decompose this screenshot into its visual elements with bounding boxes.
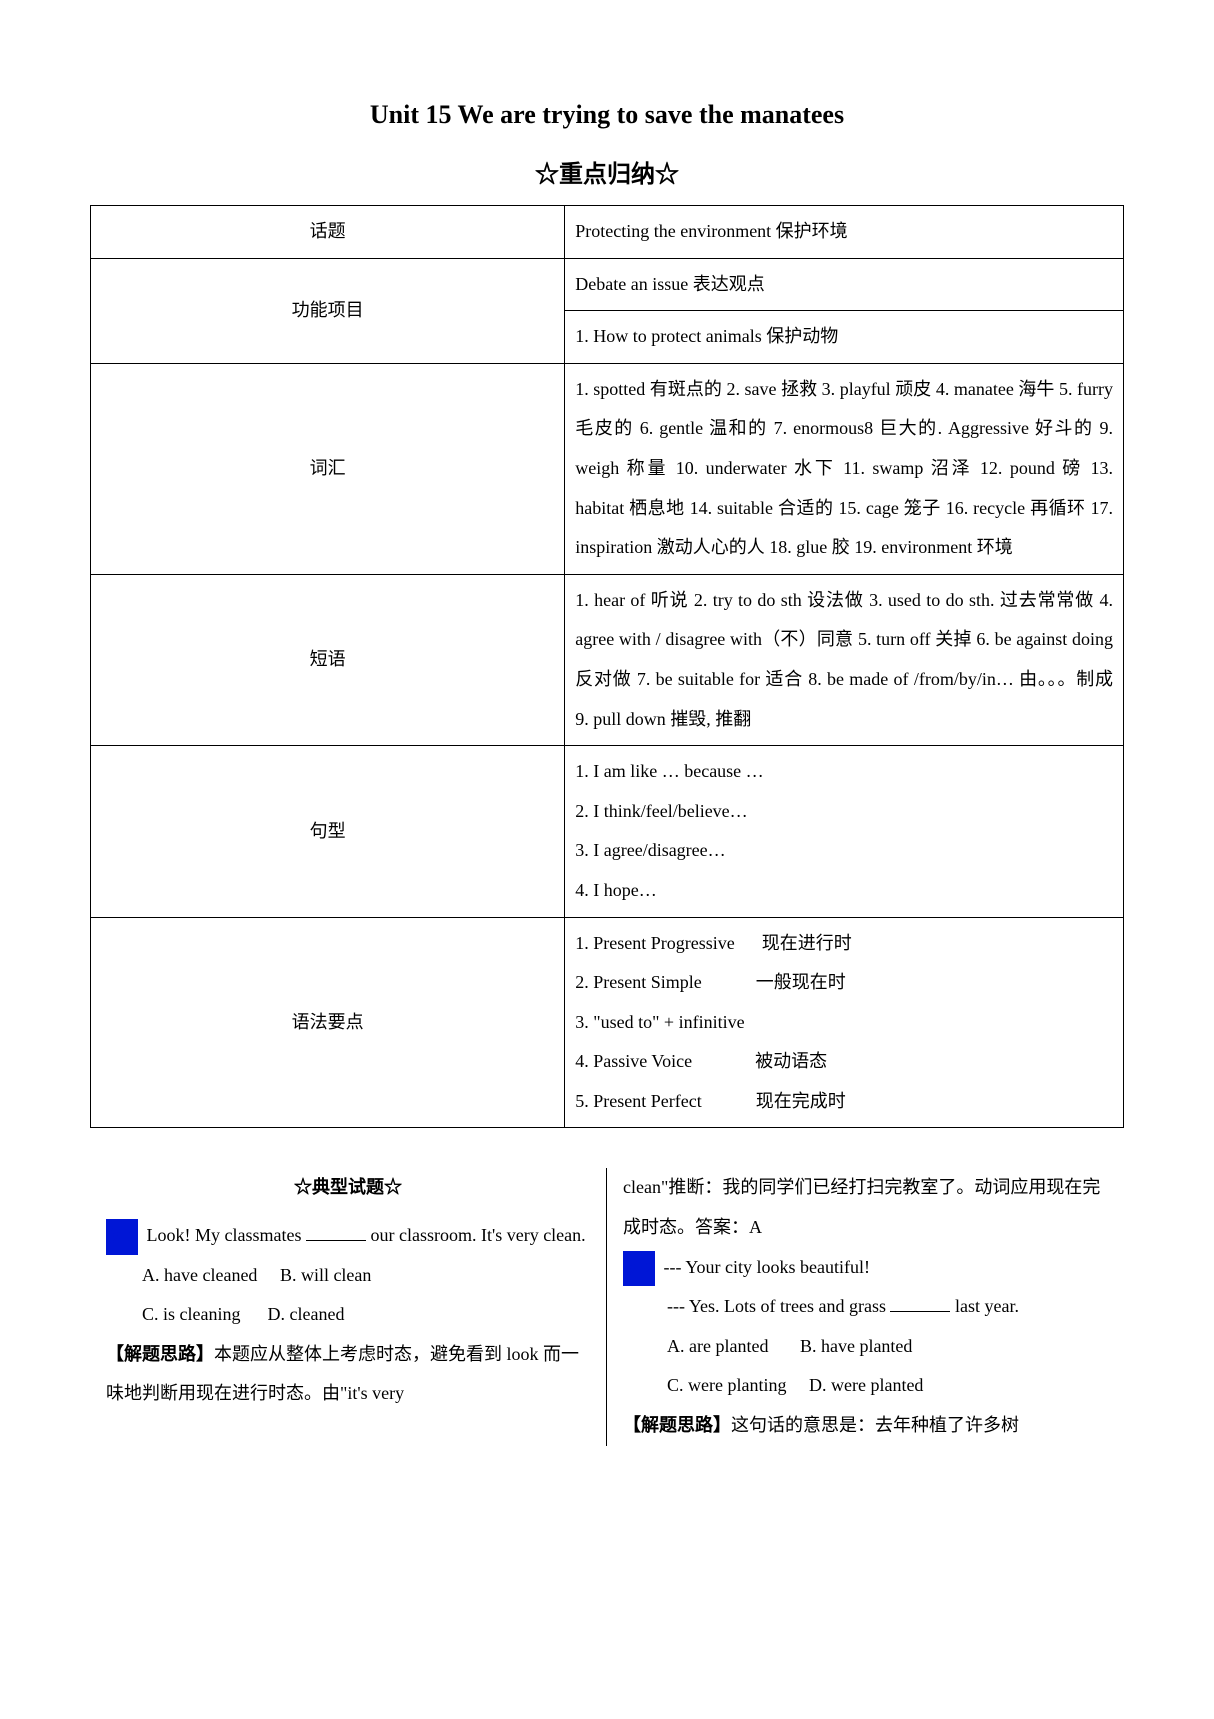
analysis-label: 【解题思路】 bbox=[623, 1415, 731, 1435]
blank bbox=[306, 1225, 366, 1241]
table-row-label: 话题 bbox=[91, 206, 565, 259]
example-2-analysis: 【解题思路】这句话的意思是：去年种植了许多树 bbox=[623, 1406, 1108, 1446]
example-2-marker: 例 2 bbox=[623, 1251, 655, 1286]
example-1-options-row1: A. have cleaned B. will clean bbox=[106, 1256, 590, 1296]
example-2-stem-1: --- Your city looks beautiful! bbox=[659, 1257, 870, 1277]
examples-section: ☆典型试题☆ 例 1 Look! My classmates our class… bbox=[90, 1168, 1124, 1445]
example-1-options-row2: C. is cleaning D. cleaned bbox=[106, 1295, 590, 1335]
option-c: C. is cleaning bbox=[142, 1304, 240, 1324]
analysis-text: 这句话的意思是：去年种植了许多树 bbox=[731, 1415, 1019, 1435]
option-d: D. cleaned bbox=[267, 1304, 344, 1324]
example-1-analysis: 【解题思路】本题应从整体上考虑时态，避免看到 look 而一味地判断用现在进行时… bbox=[106, 1335, 590, 1414]
table-row-content: 1. spotted 有斑点的 2. save 拯救 3. playful 顽皮… bbox=[565, 363, 1124, 574]
example-2-stem-2-post: last year. bbox=[950, 1296, 1018, 1316]
example-1-stem-pre: Look! My classmates bbox=[142, 1225, 306, 1245]
table-row-content: 1. Present Progressive 现在进行时 2. Present … bbox=[565, 917, 1124, 1128]
option-d: D. were planted bbox=[809, 1375, 923, 1395]
example-1-marker: 例 1 bbox=[106, 1219, 138, 1254]
unit-title: Unit 15 We are trying to save the manate… bbox=[90, 100, 1124, 130]
table-row-content: 1. I am like … because … 2. I think/feel… bbox=[565, 746, 1124, 917]
example-1-analysis-cont: clean"推断：我的同学们已经打扫完教室了。动词应用现在完成时态。答案：A bbox=[623, 1168, 1108, 1247]
key-points-heading: ☆重点归纳☆ bbox=[90, 154, 1124, 189]
blank bbox=[890, 1296, 950, 1312]
example-2-options-row1: A. are planted B. have planted bbox=[623, 1327, 1108, 1367]
option-b: B. have planted bbox=[800, 1336, 912, 1356]
examples-heading: ☆典型试题☆ bbox=[106, 1168, 590, 1208]
table-row-label: 语法要点 bbox=[91, 917, 565, 1128]
key-points-table: 话题Protecting the environment 保护环境功能项目Deb… bbox=[90, 205, 1124, 1128]
example-2-options-row2: C. were planting D. were planted bbox=[623, 1366, 1108, 1406]
left-column: ☆典型试题☆ 例 1 Look! My classmates our class… bbox=[90, 1168, 607, 1445]
option-a: A. are planted bbox=[667, 1336, 768, 1356]
example-2-stem-2-pre: --- Yes. Lots of trees and grass bbox=[667, 1296, 890, 1316]
table-row-label: 句型 bbox=[91, 746, 565, 917]
table-row-label: 功能项目 bbox=[91, 258, 565, 363]
example-2-line1: 例 2 --- Your city looks beautiful! bbox=[623, 1248, 1108, 1288]
example-1-stem-post: our classroom. It's very clean. bbox=[366, 1225, 586, 1245]
right-column: clean"推断：我的同学们已经打扫完教室了。动词应用现在完成时态。答案：A 例… bbox=[607, 1168, 1124, 1445]
table-row-content: Protecting the environment 保护环境 bbox=[565, 206, 1124, 259]
table-row-content: Debate an issue 表达观点 bbox=[565, 258, 1124, 311]
analysis-label: 【解题思路】 bbox=[106, 1344, 214, 1364]
example-1-stem: 例 1 Look! My classmates our classroom. I… bbox=[106, 1216, 590, 1256]
option-b: B. will clean bbox=[280, 1265, 371, 1285]
table-row-label: 词汇 bbox=[91, 363, 565, 574]
option-a: A. have cleaned bbox=[142, 1265, 257, 1285]
table-row-content: 1. hear of 听说 2. try to do sth 设法做 3. us… bbox=[565, 574, 1124, 745]
table-row-content: 1. How to protect animals 保护动物 bbox=[565, 311, 1124, 364]
option-c: C. were planting bbox=[667, 1375, 786, 1395]
example-2-line2: --- Yes. Lots of trees and grass last ye… bbox=[623, 1287, 1108, 1327]
table-row-label: 短语 bbox=[91, 574, 565, 745]
